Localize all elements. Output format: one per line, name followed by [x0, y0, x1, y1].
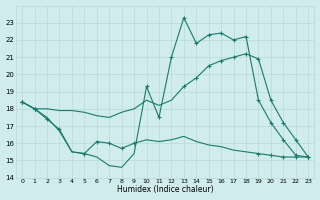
X-axis label: Humidex (Indice chaleur): Humidex (Indice chaleur): [117, 185, 213, 194]
